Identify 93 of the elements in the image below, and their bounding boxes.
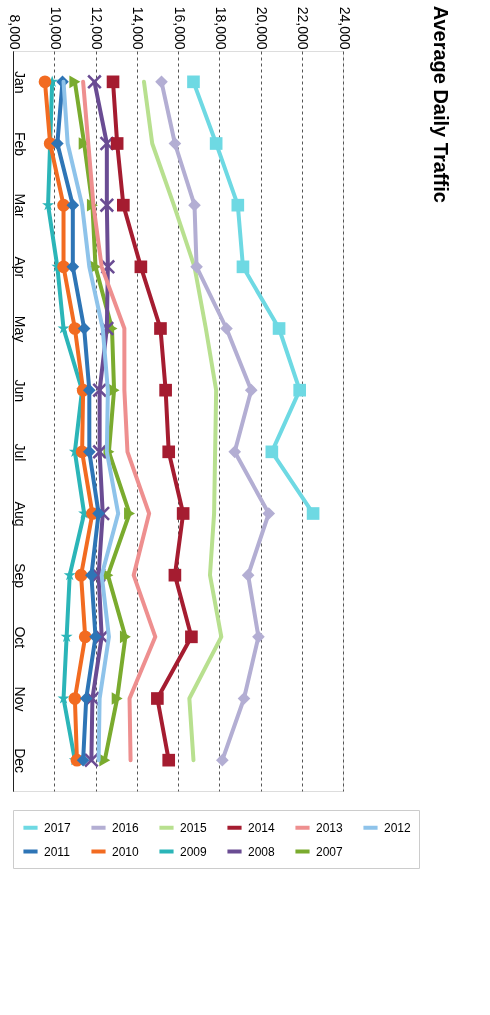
point — [92, 507, 105, 520]
x-tick-label: 14,000 — [130, 6, 147, 50]
legend-label: 2010 — [112, 844, 140, 859]
point — [68, 322, 82, 335]
point — [83, 752, 99, 768]
point — [176, 507, 190, 520]
legend-label: 2009 — [180, 844, 208, 859]
point — [265, 445, 279, 459]
point — [78, 630, 92, 644]
legend-label: 2007 — [316, 844, 344, 859]
legend-label: 2014 — [248, 820, 276, 835]
point — [86, 74, 103, 90]
point — [57, 198, 70, 212]
x-tick-label: 24,000 — [336, 6, 353, 50]
point — [209, 137, 223, 150]
point — [216, 753, 229, 767]
x-tick-label: 8,000 — [6, 14, 23, 50]
point — [220, 322, 233, 335]
legend-label: 2017 — [44, 820, 72, 835]
legend-label: 2016 — [112, 820, 140, 835]
point — [151, 692, 164, 705]
point — [92, 444, 108, 460]
point — [162, 753, 176, 767]
y-tick-label: May — [11, 315, 28, 343]
point — [66, 260, 80, 274]
y-tick-label: Jan — [11, 71, 28, 94]
point — [79, 692, 93, 705]
y-tick-label: Aug — [11, 501, 28, 527]
point — [57, 260, 70, 274]
point — [99, 197, 115, 213]
legend-label: 2012 — [384, 820, 412, 835]
point — [185, 630, 198, 644]
point — [110, 137, 124, 150]
point — [154, 322, 167, 335]
y-tick-label: Jul — [11, 443, 28, 462]
y-tick-label: Apr — [11, 256, 28, 279]
point — [187, 75, 200, 89]
point — [99, 135, 115, 152]
point — [69, 75, 81, 89]
point — [168, 568, 182, 582]
point — [89, 630, 102, 644]
point — [262, 507, 276, 520]
point — [190, 260, 203, 274]
point — [237, 692, 251, 705]
legend-label: 2011 — [44, 844, 71, 859]
point — [293, 383, 307, 397]
x-tick-label: 10,000 — [47, 6, 64, 50]
point — [38, 75, 52, 89]
text: Average Daily Traffic — [429, 5, 452, 203]
y-tick-label: Nov — [11, 686, 28, 712]
point — [68, 692, 82, 705]
point — [244, 383, 258, 397]
point — [77, 322, 91, 335]
point — [168, 137, 182, 150]
y-tick-label: Feb — [11, 131, 28, 157]
y-tick-label: Jun — [11, 379, 28, 402]
y-tick-label: Oct — [11, 626, 28, 649]
point — [306, 507, 320, 520]
point — [82, 445, 96, 459]
point — [155, 75, 168, 89]
point — [236, 260, 250, 274]
point — [82, 383, 96, 397]
point — [51, 137, 64, 150]
point — [76, 753, 90, 767]
point — [92, 382, 108, 398]
point — [119, 630, 131, 644]
point — [228, 445, 242, 459]
x-tick-label: 18,000 — [212, 6, 229, 50]
legend-label: 2013 — [316, 820, 344, 835]
x-tick-label: 16,000 — [171, 6, 188, 50]
point — [106, 75, 120, 89]
y-tick-label: Dec — [11, 748, 28, 774]
x-tick-label: 22,000 — [295, 6, 312, 50]
point — [117, 198, 130, 212]
point — [162, 445, 176, 459]
point — [272, 322, 286, 335]
point — [74, 568, 88, 582]
point — [85, 568, 98, 582]
point — [241, 568, 255, 582]
point — [111, 692, 123, 705]
point — [66, 198, 80, 212]
point — [159, 383, 172, 397]
y-tick-label: Mar — [11, 193, 28, 219]
x-tick-label: 12,000 — [89, 6, 105, 50]
point — [252, 630, 265, 644]
y-tick-label: Sep — [11, 563, 28, 589]
point — [231, 198, 245, 212]
point — [124, 507, 136, 520]
point — [134, 260, 148, 274]
legend-label: 2015 — [180, 820, 208, 835]
x-tick-label: 20,000 — [254, 6, 270, 50]
legend-label: 2008 — [248, 844, 276, 859]
point — [188, 198, 201, 212]
